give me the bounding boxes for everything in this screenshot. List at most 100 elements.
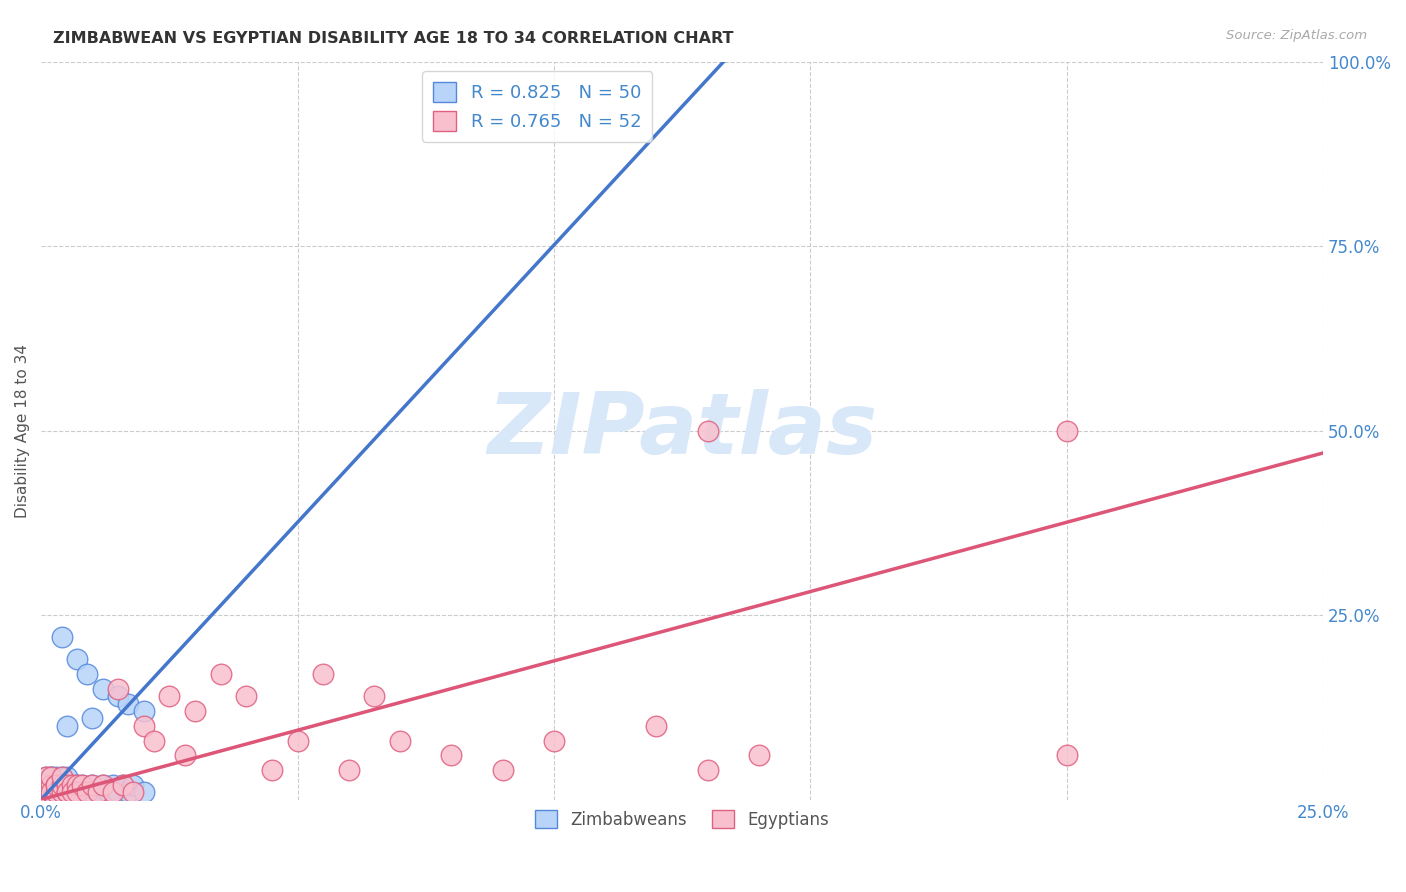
Point — [491, 763, 513, 777]
Point — [91, 778, 114, 792]
Point — [41, 778, 63, 792]
Legend: Zimbabweans, Egyptians: Zimbabweans, Egyptians — [529, 804, 835, 836]
Point — [107, 690, 129, 704]
Point — [66, 785, 89, 799]
Point — [132, 704, 155, 718]
Point — [35, 771, 58, 785]
Point — [35, 785, 58, 799]
Point — [41, 785, 63, 799]
Point — [51, 785, 73, 799]
Point — [312, 667, 335, 681]
Point — [117, 785, 139, 799]
Point — [157, 690, 180, 704]
Point — [35, 778, 58, 792]
Point — [184, 704, 207, 718]
Point — [51, 778, 73, 792]
Point — [91, 778, 114, 792]
Point — [122, 778, 145, 792]
Point — [45, 785, 67, 799]
Point — [55, 785, 77, 799]
Point — [35, 785, 58, 799]
Point — [45, 785, 67, 799]
Y-axis label: Disability Age 18 to 34: Disability Age 18 to 34 — [15, 343, 30, 518]
Point — [132, 785, 155, 799]
Point — [66, 778, 89, 792]
Point — [41, 778, 63, 792]
Point — [66, 652, 89, 666]
Point — [51, 785, 73, 799]
Point — [51, 630, 73, 644]
Point — [41, 771, 63, 785]
Point — [55, 778, 77, 792]
Point — [696, 424, 718, 438]
Point — [41, 771, 63, 785]
Point — [122, 785, 145, 799]
Text: ZIMBABWEAN VS EGYPTIAN DISABILITY AGE 18 TO 34 CORRELATION CHART: ZIMBABWEAN VS EGYPTIAN DISABILITY AGE 18… — [53, 31, 734, 46]
Point — [55, 719, 77, 733]
Point — [60, 785, 83, 799]
Point — [41, 771, 63, 785]
Point — [55, 771, 77, 785]
Point — [97, 785, 120, 799]
Point — [60, 785, 83, 799]
Point — [107, 785, 129, 799]
Point — [45, 785, 67, 799]
Point — [112, 778, 135, 792]
Point — [86, 785, 108, 799]
Point — [66, 778, 89, 792]
Point — [45, 778, 67, 792]
Point — [82, 711, 104, 725]
Point — [287, 733, 309, 747]
Point — [76, 667, 98, 681]
Point — [35, 785, 58, 799]
Point — [76, 785, 98, 799]
Point — [45, 778, 67, 792]
Point — [35, 771, 58, 785]
Point — [70, 778, 93, 792]
Point — [60, 778, 83, 792]
Point — [440, 748, 463, 763]
Point — [748, 748, 770, 763]
Point — [70, 778, 93, 792]
Point — [1056, 424, 1078, 438]
Point — [55, 785, 77, 799]
Point — [45, 778, 67, 792]
Point — [132, 719, 155, 733]
Point — [35, 785, 58, 799]
Text: ZIPatlas: ZIPatlas — [486, 389, 877, 473]
Point — [82, 778, 104, 792]
Point — [337, 763, 360, 777]
Point — [41, 785, 63, 799]
Point — [41, 778, 63, 792]
Point — [76, 785, 98, 799]
Point — [51, 778, 73, 792]
Point — [101, 778, 124, 792]
Point — [45, 778, 67, 792]
Point — [51, 771, 73, 785]
Point — [235, 690, 257, 704]
Point — [543, 733, 565, 747]
Point — [142, 733, 165, 747]
Point — [91, 681, 114, 696]
Point — [696, 763, 718, 777]
Point — [55, 785, 77, 799]
Point — [112, 778, 135, 792]
Point — [363, 690, 385, 704]
Point — [51, 771, 73, 785]
Point — [117, 697, 139, 711]
Point — [66, 785, 89, 799]
Point — [260, 763, 283, 777]
Point — [1056, 748, 1078, 763]
Point — [41, 785, 63, 799]
Point — [41, 785, 63, 799]
Point — [82, 778, 104, 792]
Point — [70, 785, 93, 799]
Point — [35, 778, 58, 792]
Point — [107, 681, 129, 696]
Point — [45, 771, 67, 785]
Point — [41, 800, 63, 814]
Point — [35, 778, 58, 792]
Point — [645, 719, 668, 733]
Point — [173, 748, 195, 763]
Point — [389, 733, 412, 747]
